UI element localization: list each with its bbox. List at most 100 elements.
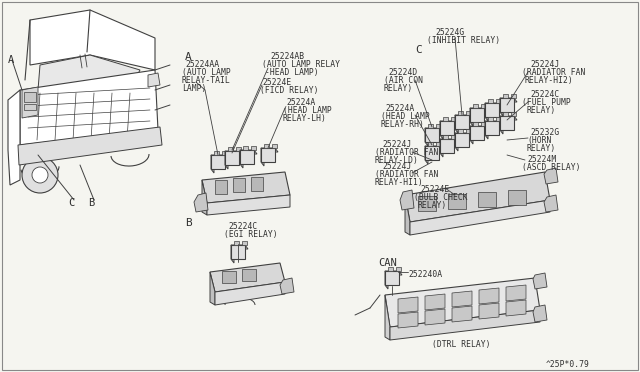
Polygon shape bbox=[225, 151, 228, 169]
Polygon shape bbox=[211, 155, 214, 173]
Text: 25224M: 25224M bbox=[527, 155, 556, 164]
Bar bbox=[496, 117, 501, 121]
Text: RELAY-RH): RELAY-RH) bbox=[381, 120, 425, 129]
Polygon shape bbox=[425, 309, 445, 325]
Polygon shape bbox=[452, 291, 472, 307]
Text: RELAY-LH): RELAY-LH) bbox=[283, 114, 327, 123]
Text: 25224G: 25224G bbox=[435, 28, 464, 37]
Polygon shape bbox=[533, 305, 547, 322]
Polygon shape bbox=[261, 148, 278, 152]
Bar bbox=[264, 144, 269, 148]
Polygon shape bbox=[385, 295, 390, 340]
Polygon shape bbox=[485, 103, 488, 121]
Polygon shape bbox=[225, 151, 242, 155]
Polygon shape bbox=[280, 278, 294, 294]
Polygon shape bbox=[385, 271, 388, 289]
Bar bbox=[436, 142, 441, 146]
Polygon shape bbox=[479, 288, 499, 304]
Polygon shape bbox=[425, 146, 428, 164]
Polygon shape bbox=[425, 294, 445, 310]
Bar bbox=[428, 142, 433, 146]
Polygon shape bbox=[261, 148, 275, 162]
Polygon shape bbox=[202, 172, 290, 203]
Polygon shape bbox=[500, 116, 503, 134]
Bar bbox=[481, 104, 486, 108]
Polygon shape bbox=[500, 116, 514, 130]
Bar bbox=[488, 99, 493, 103]
Polygon shape bbox=[425, 128, 428, 146]
Polygon shape bbox=[440, 121, 454, 135]
Polygon shape bbox=[405, 172, 550, 222]
Text: (HEAD LAMP: (HEAD LAMP bbox=[283, 106, 332, 115]
Bar bbox=[488, 117, 493, 121]
Text: 25224D: 25224D bbox=[388, 68, 417, 77]
Polygon shape bbox=[240, 150, 254, 164]
Polygon shape bbox=[390, 310, 540, 340]
Polygon shape bbox=[455, 133, 458, 151]
Polygon shape bbox=[211, 155, 225, 169]
Polygon shape bbox=[211, 155, 228, 159]
Text: (DTRL RELAY): (DTRL RELAY) bbox=[432, 340, 490, 349]
Polygon shape bbox=[470, 108, 484, 122]
Text: RELAY): RELAY) bbox=[527, 144, 556, 153]
Polygon shape bbox=[148, 73, 160, 87]
Text: 25224E: 25224E bbox=[262, 78, 291, 87]
Polygon shape bbox=[405, 195, 410, 235]
Polygon shape bbox=[479, 303, 499, 319]
Polygon shape bbox=[231, 245, 234, 263]
Polygon shape bbox=[207, 195, 290, 215]
Bar bbox=[466, 111, 471, 115]
Bar bbox=[511, 94, 516, 98]
Bar bbox=[222, 271, 236, 283]
Text: RELAY-HI1): RELAY-HI1) bbox=[375, 178, 424, 187]
Text: (AUTO LAMP: (AUTO LAMP bbox=[182, 68, 231, 77]
Text: A: A bbox=[8, 55, 14, 65]
Bar bbox=[272, 144, 277, 148]
Text: 25224J: 25224J bbox=[382, 140, 412, 149]
Polygon shape bbox=[210, 263, 285, 292]
Polygon shape bbox=[425, 146, 442, 150]
Bar bbox=[458, 111, 463, 115]
Polygon shape bbox=[18, 127, 162, 165]
Bar bbox=[243, 146, 248, 150]
Polygon shape bbox=[8, 90, 20, 185]
Polygon shape bbox=[231, 245, 248, 249]
Bar bbox=[451, 117, 456, 121]
Text: (AUTO LAMP RELAY: (AUTO LAMP RELAY bbox=[262, 60, 340, 69]
Bar bbox=[242, 241, 247, 245]
Polygon shape bbox=[240, 150, 243, 168]
Polygon shape bbox=[544, 168, 558, 184]
Bar bbox=[251, 146, 256, 150]
Polygon shape bbox=[455, 115, 472, 119]
Polygon shape bbox=[452, 306, 472, 322]
Bar bbox=[233, 178, 245, 192]
Text: (FUEL PUMP: (FUEL PUMP bbox=[522, 98, 571, 107]
Bar bbox=[503, 112, 508, 116]
Bar bbox=[428, 124, 433, 128]
Text: (HORN: (HORN bbox=[527, 136, 552, 145]
Polygon shape bbox=[425, 128, 439, 142]
Polygon shape bbox=[400, 190, 414, 210]
Polygon shape bbox=[215, 282, 285, 305]
Polygon shape bbox=[385, 271, 402, 275]
Text: A: A bbox=[185, 52, 192, 62]
Text: B: B bbox=[185, 218, 192, 228]
Polygon shape bbox=[440, 139, 454, 153]
Polygon shape bbox=[500, 98, 517, 102]
Text: (BULB CHECK: (BULB CHECK bbox=[414, 193, 468, 202]
Text: ^25P*0.79: ^25P*0.79 bbox=[546, 360, 590, 369]
Polygon shape bbox=[440, 139, 443, 157]
Bar bbox=[451, 135, 456, 139]
Text: (INHIBIT RELAY): (INHIBIT RELAY) bbox=[427, 36, 500, 45]
Bar bbox=[222, 151, 227, 155]
Polygon shape bbox=[506, 300, 526, 316]
Text: (RADIATOR FAN: (RADIATOR FAN bbox=[522, 68, 586, 77]
Polygon shape bbox=[470, 108, 473, 126]
Polygon shape bbox=[240, 150, 257, 154]
Polygon shape bbox=[544, 195, 558, 212]
Polygon shape bbox=[440, 139, 457, 143]
Bar bbox=[443, 135, 448, 139]
Polygon shape bbox=[455, 115, 469, 129]
Polygon shape bbox=[455, 133, 472, 137]
Polygon shape bbox=[398, 297, 418, 313]
